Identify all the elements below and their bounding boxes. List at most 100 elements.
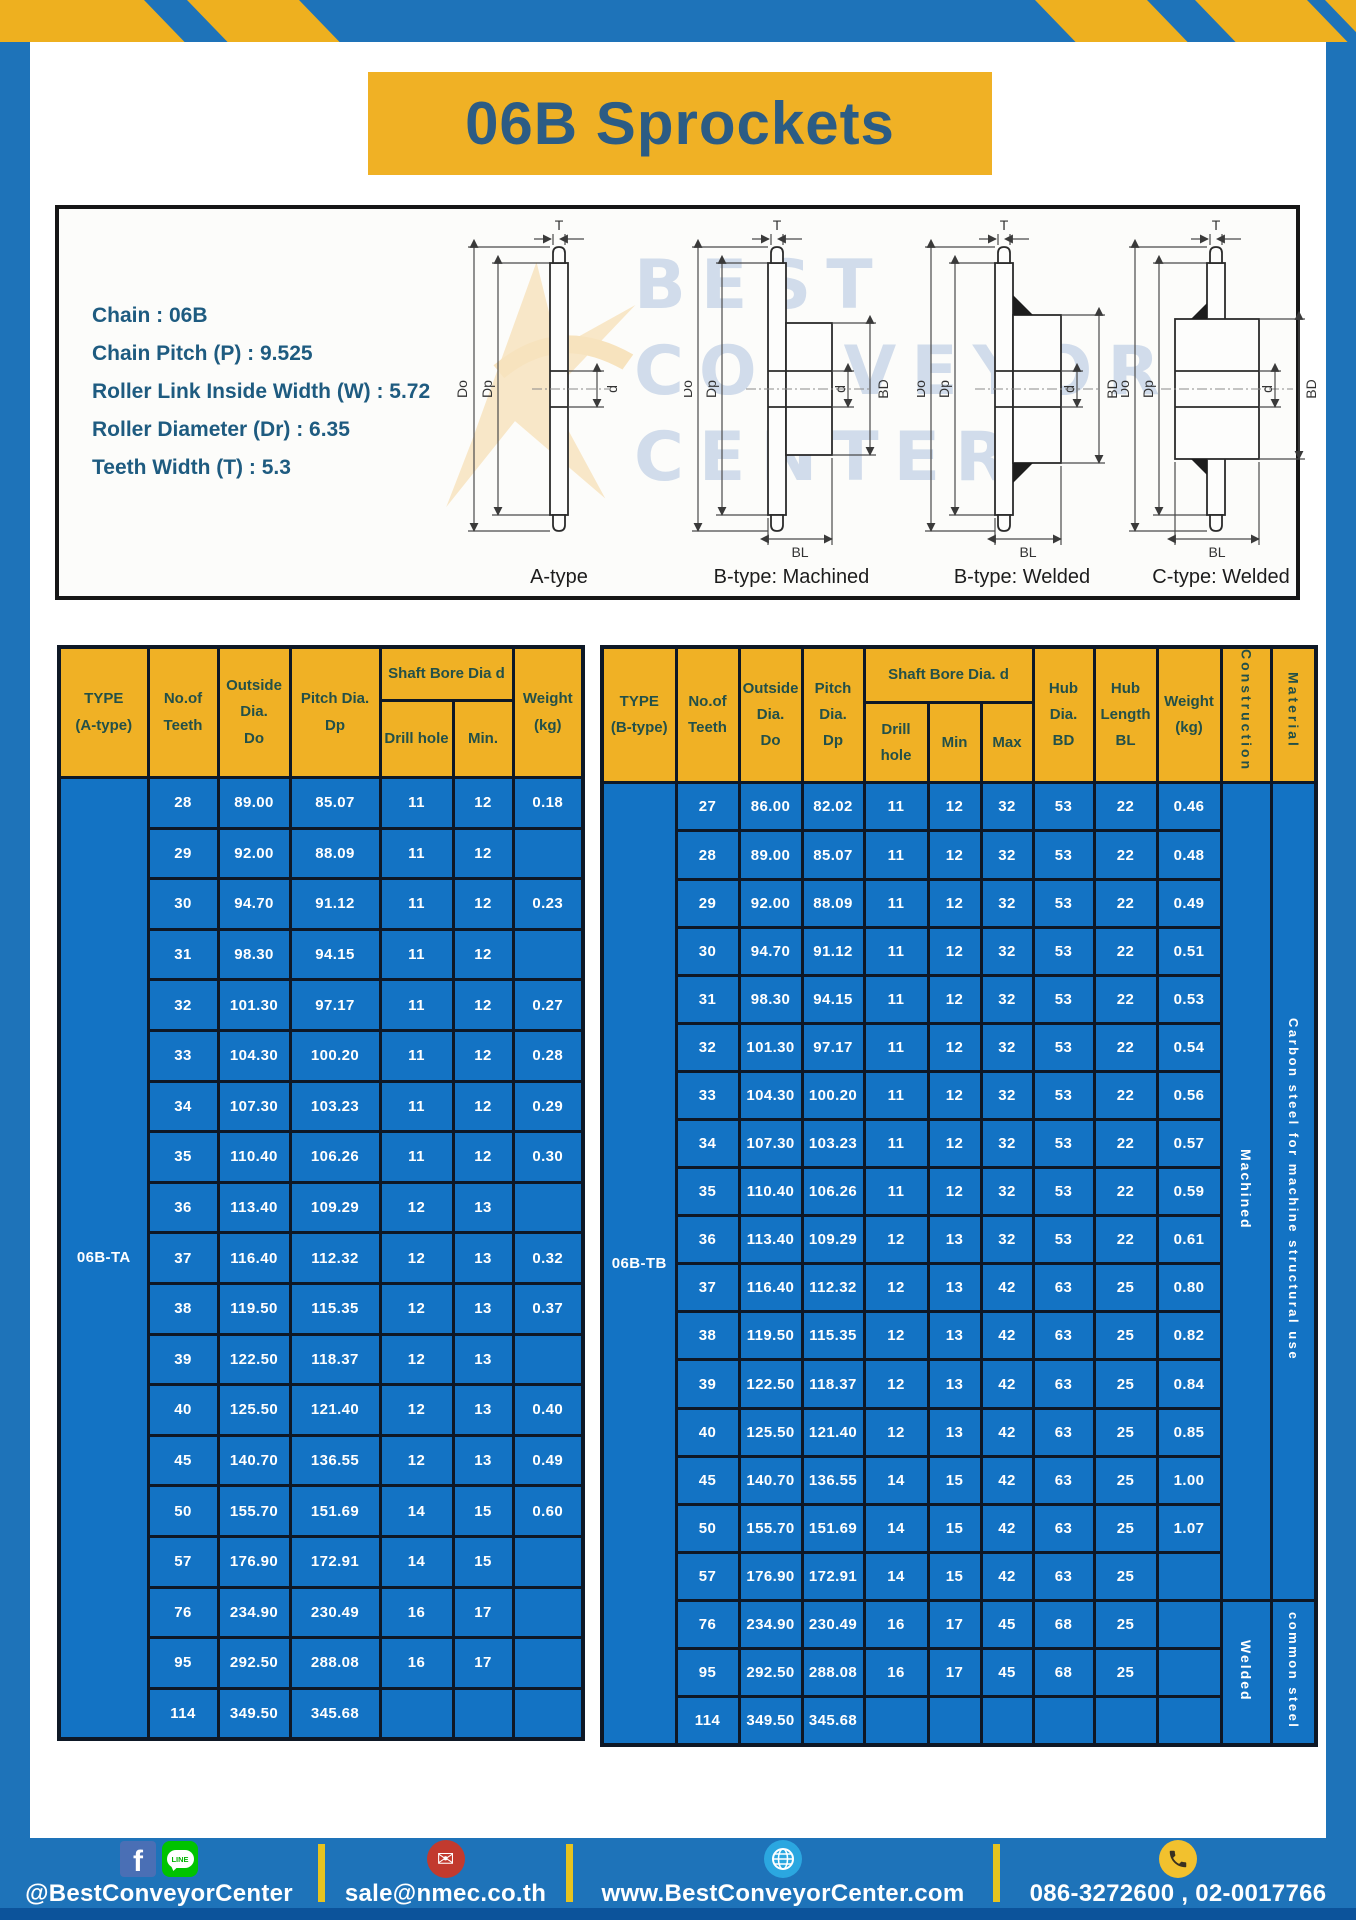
footer-website[interactable]: www.BestConveyorCenter.com: [601, 1880, 965, 1907]
table-cell: 89.00: [737, 829, 804, 881]
table-cell: 345.68: [288, 1686, 382, 1741]
footer-phone-section[interactable]: 086-3272600 , 02-0017766: [1000, 1838, 1356, 1908]
table-cell: 116.40: [216, 1231, 292, 1285]
table-cell: 63: [1031, 1310, 1096, 1362]
table-cell: 42: [979, 1406, 1035, 1458]
col-header-pitch-dia: Pitch Dia. Dp: [288, 645, 382, 779]
table-cell: [1155, 1598, 1223, 1651]
table-cell: 98.30: [737, 973, 804, 1025]
table-row: 38 119.50 115.35 12 13 0.37: [59, 1281, 585, 1336]
svg-text:BL: BL: [1208, 544, 1225, 559]
table-cell: 22: [1092, 1118, 1159, 1170]
table-cell: 104.30: [216, 1028, 292, 1083]
table-cell: 11: [378, 877, 455, 931]
table-cell: 25: [1092, 1262, 1159, 1314]
footer-social-handle[interactable]: @BestConveyorCenter: [25, 1880, 293, 1907]
footer-contact-bar: f LINE @BestConveyorCenter ✉ sale@nmec.c…: [0, 1838, 1356, 1908]
svg-text:d: d: [832, 385, 848, 393]
table-row: 95 292.50 288.08 16 17 45 68 25: [602, 1647, 1316, 1699]
table-cell: 31: [146, 927, 220, 982]
table-row: 32 101.30 97.17 11 12 0.27: [59, 978, 585, 1032]
table-cell: 1.00: [1155, 1454, 1223, 1506]
table-cell: 16: [862, 1647, 930, 1699]
table-row: 33 104.30 100.20 11 12 32 53 22 0.56: [602, 1069, 1316, 1122]
table-cell: 112.32: [800, 1262, 866, 1314]
table-cell: 12: [451, 826, 515, 881]
table-cell: 12: [926, 1069, 983, 1122]
table-cell: 140.70: [216, 1433, 292, 1488]
table-cell: 11: [378, 927, 455, 982]
table-cell: 36: [146, 1180, 220, 1235]
phone-icon[interactable]: [1159, 1840, 1197, 1878]
diagram-caption: A-type: [530, 566, 588, 588]
table-cell: 107.30: [737, 1118, 804, 1170]
col-header-hub-length: Hub Length BL: [1092, 645, 1159, 785]
footer-email-section[interactable]: ✉ sale@nmec.co.th: [325, 1838, 566, 1908]
table-cell: 0.49: [511, 1433, 585, 1488]
table-cell: 0.40: [511, 1383, 585, 1437]
table-cell: 40: [674, 1406, 741, 1458]
footer-phone[interactable]: 086-3272600 , 02-0017766: [1029, 1880, 1327, 1907]
line-bubble: LINE: [166, 1850, 194, 1868]
table-row: 95 292.50 288.08 16 17: [59, 1636, 585, 1690]
table-cell: 63: [1031, 1262, 1096, 1314]
table-cell: 13: [926, 1406, 983, 1458]
table-cell: 34: [146, 1079, 220, 1134]
table-cell: 45: [674, 1454, 741, 1506]
diagram-caption: B-type: Welded: [953, 566, 1091, 588]
page-frame-left: [0, 0, 30, 1848]
spec-chain: Chain : 06B: [92, 304, 208, 327]
table-cell: 113.40: [737, 1214, 804, 1266]
footer-social-section[interactable]: f LINE @BestConveyorCenter: [0, 1838, 318, 1908]
table-row: 34 107.30 103.23 11 12 0.29: [59, 1079, 585, 1134]
svg-text:Dp: Dp: [479, 380, 495, 398]
svg-text:Dp: Dp: [703, 380, 719, 398]
table-cell: 11: [378, 1130, 455, 1184]
line-icon[interactable]: LINE: [162, 1841, 198, 1877]
footer-website-section[interactable]: www.BestConveyorCenter.com: [573, 1838, 993, 1908]
table-cell: 53: [1031, 925, 1096, 977]
table-cell: [1155, 1647, 1223, 1699]
table-cell: 12: [378, 1332, 455, 1387]
svg-text:BL: BL: [1019, 544, 1036, 559]
table-cell: 13: [926, 1262, 983, 1314]
spec-teeth-width: Teeth Width (T) : 5.3: [92, 456, 291, 479]
table-cell: 11: [378, 978, 455, 1032]
table-cell: 17: [451, 1636, 515, 1690]
table-cell: 27: [674, 781, 741, 833]
table-cell: 53: [1031, 781, 1096, 833]
table-cell: 12: [926, 877, 983, 929]
table-cell: 91.12: [800, 925, 866, 977]
table-cell: 45: [979, 1647, 1035, 1699]
table-cell: 0.37: [511, 1281, 585, 1336]
table-cell: 104.30: [737, 1069, 804, 1122]
table-cell: 140.70: [737, 1454, 804, 1506]
table-cell: [511, 1180, 585, 1235]
table-cell: 68: [1031, 1598, 1096, 1651]
top-decorative-band: [0, 0, 1356, 42]
table-cell: 22: [1092, 829, 1159, 881]
table-cell: 13: [926, 1358, 983, 1410]
col-header-max: Max: [979, 701, 1035, 785]
email-icon[interactable]: ✉: [426, 1840, 465, 1878]
table-cell: 15: [926, 1454, 983, 1506]
table-cell: 25: [1092, 1598, 1159, 1651]
footer-email[interactable]: sale@nmec.co.th: [344, 1880, 547, 1907]
a-type-drawing: T Do Dp d: [454, 217, 620, 532]
facebook-icon[interactable]: f: [120, 1841, 156, 1877]
table-cell: 45: [146, 1433, 220, 1488]
table-cell: 37: [674, 1262, 741, 1314]
table-cell: 121.40: [800, 1406, 866, 1458]
table-cell: 151.69: [800, 1502, 866, 1554]
svg-text:Do: Do: [454, 380, 470, 398]
table-cell: 63: [1031, 1454, 1096, 1506]
table-cell: 25: [1092, 1406, 1159, 1458]
table-cell: 11: [862, 925, 930, 977]
table-cell: 109.29: [288, 1180, 382, 1235]
table-cell: 0.48: [1155, 829, 1223, 881]
globe-icon[interactable]: [764, 1840, 802, 1878]
table-cell: 12: [451, 927, 515, 982]
table-cell: 15: [926, 1502, 983, 1554]
table-cell: [979, 1695, 1035, 1747]
table-row: 40 125.50 121.40 12 13 42 63 25 0.85: [602, 1406, 1316, 1458]
